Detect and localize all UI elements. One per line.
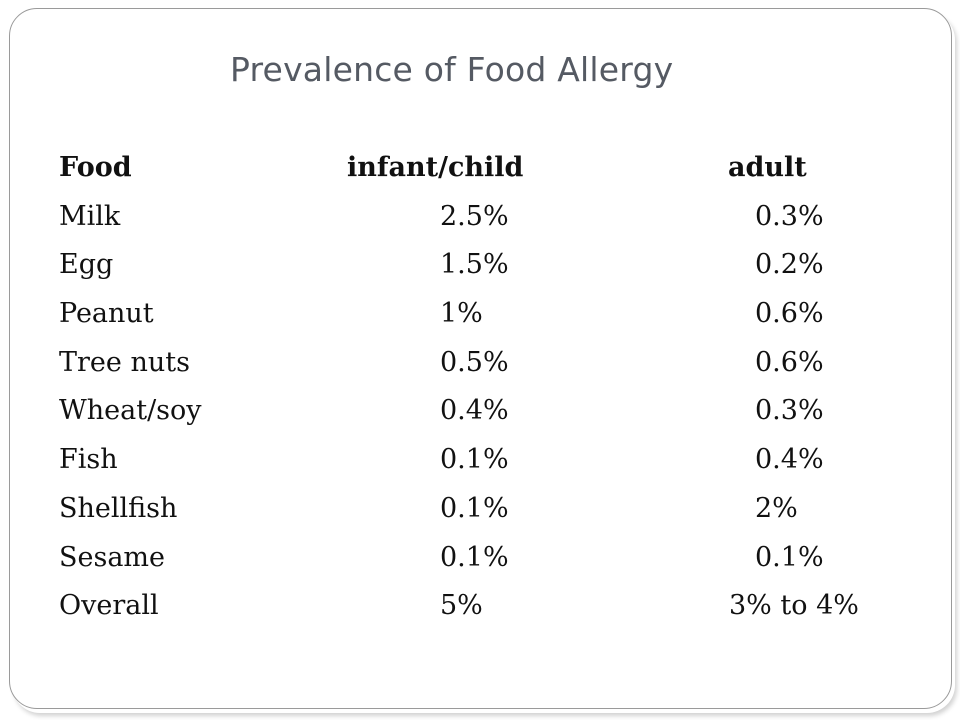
food-cell: Milk bbox=[59, 200, 121, 232]
adult-value-cell: 0.1% bbox=[755, 541, 824, 573]
table-row: Sesame 0.1% 0.1% bbox=[59, 542, 919, 591]
food-cell: Fish bbox=[59, 444, 118, 476]
table-row: Fish 0.1% 0.4% bbox=[59, 444, 919, 493]
child-value-cell: 0.1% bbox=[440, 541, 509, 573]
child-value-cell: 0.4% bbox=[440, 395, 509, 427]
adult-value-cell: 0.6% bbox=[755, 298, 824, 330]
table-row: Shellfish 0.1% 2% bbox=[59, 493, 919, 542]
adult-value-cell: 0.4% bbox=[755, 444, 824, 476]
food-cell: Wheat/soy bbox=[59, 395, 202, 427]
child-value-cell: 1% bbox=[440, 298, 483, 330]
child-value-cell: 0.1% bbox=[440, 492, 509, 524]
table-row: Egg 1.5% 0.2% bbox=[59, 249, 919, 298]
slide-frame bbox=[9, 8, 952, 709]
table-header-row: Food infant/child adult bbox=[59, 152, 919, 201]
food-cell: Tree nuts bbox=[59, 346, 190, 378]
adult-value-cell: 0.3% bbox=[755, 200, 824, 232]
adult-value-cell: 0.6% bbox=[755, 346, 824, 378]
header-food: Food bbox=[59, 152, 132, 183]
page-title: Prevalence of Food Allergy bbox=[230, 50, 674, 89]
child-value-cell: 2.5% bbox=[440, 200, 509, 232]
adult-value-cell: 3% to 4% bbox=[729, 590, 859, 622]
adult-value-cell: 0.3% bbox=[755, 395, 824, 427]
header-adult: adult bbox=[728, 152, 807, 183]
food-cell: Sesame bbox=[59, 541, 166, 573]
child-value-cell: 1.5% bbox=[440, 249, 509, 281]
adult-value-cell: 0.2% bbox=[755, 249, 824, 281]
food-cell: Egg bbox=[59, 249, 114, 281]
food-cell: Shellfish bbox=[59, 492, 178, 524]
table-row: Wheat/soy 0.4% 0.3% bbox=[59, 395, 919, 444]
table-row: Milk 2.5% 0.3% bbox=[59, 201, 919, 250]
food-cell: Overall bbox=[59, 590, 159, 622]
child-value-cell: 0.5% bbox=[440, 346, 509, 378]
food-cell: Peanut bbox=[59, 298, 154, 330]
child-value-cell: 0.1% bbox=[440, 444, 509, 476]
table-row: Overall 5% 3% to 4% bbox=[59, 590, 919, 639]
adult-value-cell: 2% bbox=[755, 492, 798, 524]
child-value-cell: 5% bbox=[440, 590, 483, 622]
header-infant-child: infant/child bbox=[347, 152, 524, 183]
allergy-table: Food infant/child adult Milk 2.5% 0.3% E… bbox=[59, 152, 919, 639]
table-row: Tree nuts 0.5% 0.6% bbox=[59, 347, 919, 396]
table-row: Peanut 1% 0.6% bbox=[59, 298, 919, 347]
